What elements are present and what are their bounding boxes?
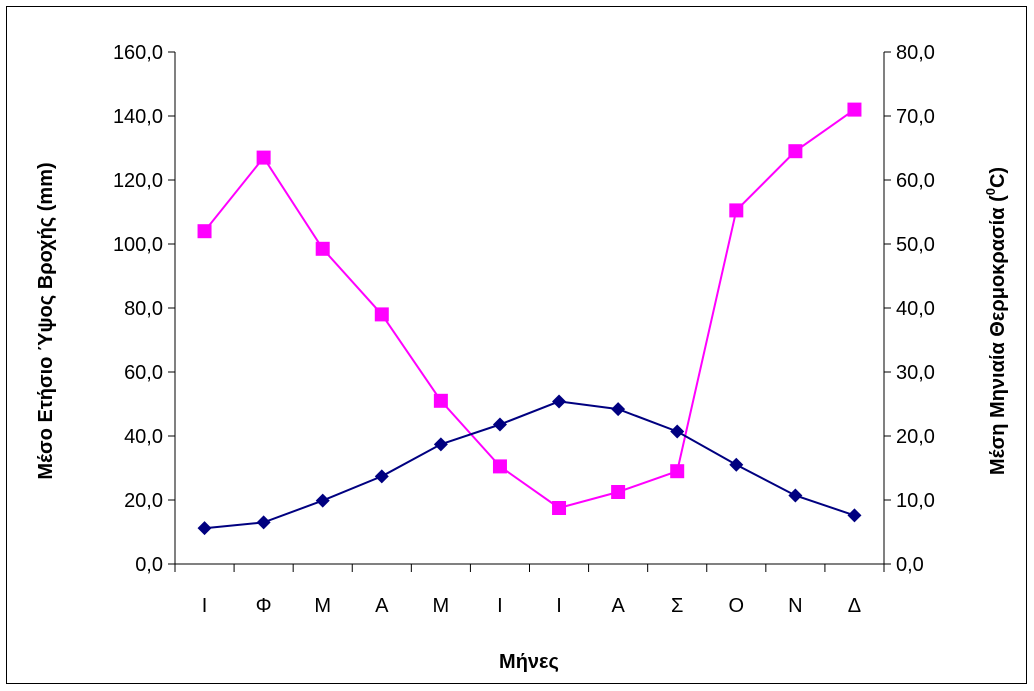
data-point-diamond <box>552 394 567 409</box>
data-point-diamond <box>315 493 330 508</box>
x-tick-label: Ι <box>497 595 503 617</box>
left-tick-label: 100,0 <box>113 234 163 256</box>
data-point-square <box>433 393 448 408</box>
right-tick-label: 0,0 <box>896 554 924 576</box>
data-point-diamond <box>433 437 448 452</box>
data-point-square <box>315 241 330 256</box>
data-point-square <box>729 203 744 218</box>
series-layer <box>197 102 862 536</box>
right-tick-label: 50,0 <box>896 234 935 256</box>
data-point-diamond <box>611 402 626 417</box>
series-line <box>203 108 856 510</box>
right-tick-label: 60,0 <box>896 170 935 192</box>
right-tick-label: 20,0 <box>896 426 935 448</box>
series-line <box>204 400 855 530</box>
left-tick-label: 120,0 <box>113 170 163 192</box>
chart-frame <box>6 6 1027 684</box>
right-axis-title-sup: 0 <box>983 188 998 195</box>
x-tick-label: Μ <box>314 595 331 617</box>
left-axis-title: Μέσο Ετήσιο Ύψος Βροχής (mm) <box>35 162 57 479</box>
right-tick-label: 30,0 <box>896 362 935 384</box>
right-axis-title: Μέση Μηνιαία Θερμοκρασία (0C) <box>983 167 1009 475</box>
data-point-square <box>552 501 567 515</box>
x-axis-title: Μήνες <box>499 651 559 673</box>
data-point-square <box>788 144 803 159</box>
x-tick-label: Σ <box>671 595 683 617</box>
data-point-diamond <box>788 488 803 503</box>
left-tick-label: 60,0 <box>124 362 163 384</box>
x-tick-label: Ο <box>729 595 745 617</box>
left-tick-label: 20,0 <box>124 490 163 512</box>
x-tick-label: Μ <box>433 595 450 617</box>
data-point-square <box>256 150 271 165</box>
axes: 0,0 20,0 40,0 60,0 80,0 100,0 120,0 140,0 160,0 0… <box>113 42 935 617</box>
x-tick-label: Α <box>611 595 625 617</box>
left-tick-label: 160,0 <box>113 42 163 64</box>
left-tick-label: 40,0 <box>124 426 163 448</box>
right-axis-title-prefix: Μέση Μηνιαία Θερμοκρασία ( <box>987 195 1009 475</box>
data-point-diamond <box>847 508 862 523</box>
x-tick-label: Ι <box>556 595 562 617</box>
left-tick-label: 140,0 <box>113 106 163 128</box>
series-1 <box>197 102 862 515</box>
right-tick-label: 70,0 <box>896 106 935 128</box>
x-tick-label: Ι <box>202 595 208 617</box>
x-tick-label: Α <box>375 595 389 617</box>
data-point-diamond <box>729 457 744 472</box>
right-tick-label: 10,0 <box>896 490 935 512</box>
series-2 <box>197 394 862 536</box>
data-point-square <box>197 224 212 239</box>
data-point-square <box>847 102 862 117</box>
data-point-square <box>670 464 685 479</box>
data-point-square <box>492 459 507 474</box>
left-tick-label: 80,0 <box>124 298 163 320</box>
right-tick-label: 40,0 <box>896 298 935 320</box>
data-point-diamond <box>492 417 507 432</box>
data-point-diamond <box>197 521 212 536</box>
x-tick-label: Δ <box>848 595 861 617</box>
x-tick-label: Ν <box>788 595 802 617</box>
right-tick-label: 80,0 <box>896 42 935 64</box>
x-tick-label: Φ <box>256 595 272 617</box>
data-point-diamond <box>374 469 389 484</box>
left-tick-label: 0,0 <box>135 554 163 576</box>
data-point-diamond <box>256 515 271 530</box>
data-point-square <box>374 307 389 322</box>
data-point-square <box>611 485 626 499</box>
data-point-diamond <box>670 424 685 439</box>
right-axis-title-suffix: C) <box>987 167 1009 188</box>
